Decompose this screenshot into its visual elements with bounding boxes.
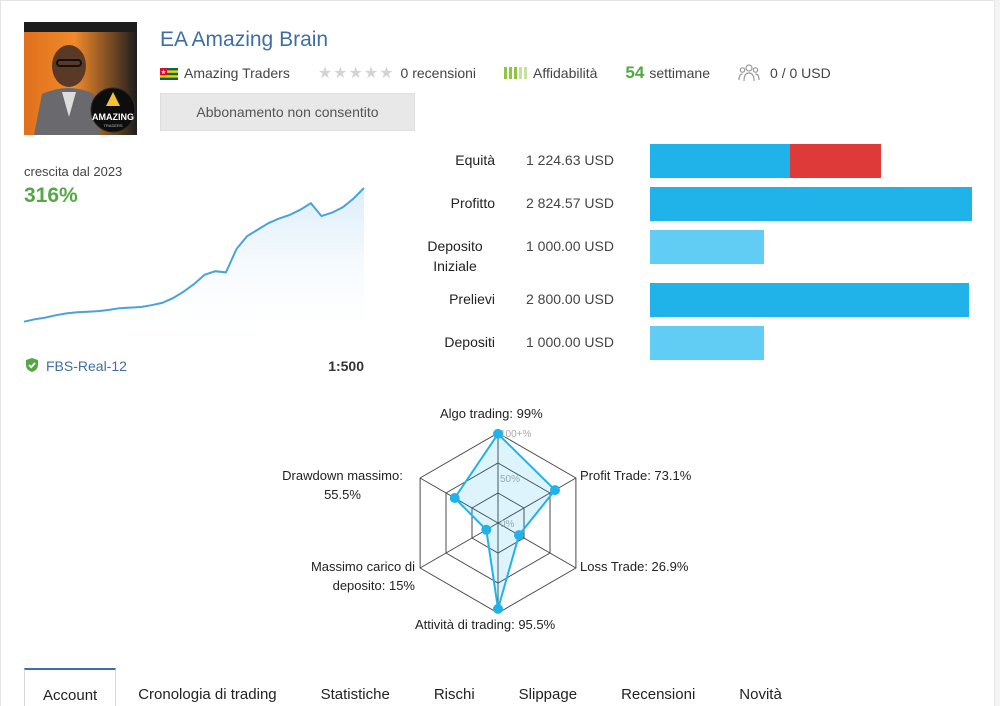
equity-bar	[650, 144, 790, 178]
equity-value: 1 224.63 USD	[526, 152, 614, 168]
star-icon: ★	[317, 65, 333, 82]
tab-statistics[interactable]: Statistiche	[320, 685, 390, 703]
radar-scale-label: 0%	[500, 519, 515, 530]
weeks-label: settimane	[649, 65, 711, 81]
tab-news[interactable]: Novità	[739, 685, 782, 703]
scrollbar[interactable]	[994, 0, 1000, 706]
radar-grid-axis	[497, 522, 577, 569]
account-row: FBS-Real-12 1:500	[24, 356, 364, 376]
deposits-label: Depositi	[444, 334, 495, 350]
subscribers-value: 0 / 0 USD	[770, 65, 831, 81]
radar-point	[449, 493, 460, 503]
subscribe-disabled-button[interactable]: Abbonamento non consentito	[160, 93, 415, 131]
tab-reviews[interactable]: Recensioni	[621, 685, 696, 703]
tab-slippage[interactable]: Slippage	[518, 685, 578, 703]
radar-label-max-drawdown-line2: 55.5%	[324, 487, 361, 502]
initial-deposit-value: 1 000.00 USD	[526, 238, 614, 254]
radar-point	[550, 485, 560, 496]
rating-stars[interactable]: ★ ★ ★ ★ ★	[318, 63, 395, 83]
growth-line	[23, 187, 365, 323]
signal-avatar[interactable]: AMAZING TRADERS	[24, 22, 137, 135]
radar-label-loss-trade: Loss Trade: 26.9%	[580, 559, 689, 574]
tab-account[interactable]: Account	[24, 668, 117, 706]
equity-loss-bar	[790, 144, 881, 178]
author-link[interactable]: Amazing Traders	[184, 65, 290, 81]
profit-bar	[650, 187, 972, 221]
tab-trading-history[interactable]: Cronologia di trading	[138, 685, 277, 703]
broker-server-link[interactable]: FBS-Real-12	[46, 358, 127, 374]
radar-label-trading-activity: Attività di trading: 95.5%	[415, 617, 556, 632]
profit-value: 2 824.57 USD	[526, 195, 614, 211]
radar-label-profit-trade: Profit Trade: 73.1%	[580, 468, 692, 483]
avatar-logo-text: AMAZING	[92, 112, 134, 122]
initial-deposit-bar	[650, 230, 764, 264]
radar-label-algo-trading: Algo trading: 99%	[440, 406, 543, 421]
withdrawals-bar	[650, 283, 969, 317]
initial-deposit-label-text: Deposito Iniziale	[427, 238, 483, 274]
radar-label-max-deposit-load-line1: Massimo carico di	[310, 559, 415, 574]
radar-value-area	[453, 432, 557, 610]
verified-shield-icon	[24, 357, 40, 376]
weeks-value: 54	[625, 63, 645, 82]
star-icon: ★	[363, 65, 379, 82]
signal-title[interactable]: EA Amazing Brain	[160, 28, 329, 51]
reliability-label: Affidabilità	[533, 65, 598, 81]
subscribers-icon	[738, 63, 760, 83]
avatar-logo-subtext: TRADERS	[103, 123, 122, 128]
radar-chart[interactable]: 100+% 50% 0%	[400, 420, 600, 614]
radar-point	[493, 428, 503, 439]
tab-risks[interactable]: Rischi	[433, 685, 475, 703]
radar-grid-axis	[497, 477, 577, 524]
radar-scale-label: 100+%	[500, 429, 532, 440]
withdrawals-label: Prelievi	[449, 291, 495, 307]
withdrawals-value: 2 800.00 USD	[526, 291, 614, 307]
togo-flag-icon	[160, 67, 178, 80]
growth-label: crescita dal 2023	[24, 164, 123, 179]
initial-deposit-label: Deposito Iniziale	[360, 236, 495, 276]
signal-meta-row: Amazing Traders ★ ★ ★ ★ ★ 0 recensioni A…	[160, 62, 831, 84]
growth-chart[interactable]	[20, 180, 370, 330]
radar-label-max-drawdown-line1: Drawdown massimo:	[282, 468, 403, 483]
growth-value: 316%	[24, 184, 78, 207]
radar-label-max-deposit-load-line2: deposito: 15%	[332, 578, 415, 593]
star-icon: ★	[379, 65, 394, 82]
radar-point	[493, 603, 503, 614]
star-icon: ★	[348, 65, 363, 82]
radar-point	[514, 530, 524, 541]
radar-point	[481, 524, 492, 535]
avatar-image: AMAZING TRADERS	[24, 22, 137, 135]
deposits-bar	[650, 326, 764, 360]
radar-label-max-drawdown: Drawdown massimo: 55.5%	[270, 466, 415, 504]
equity-label: Equità	[455, 152, 495, 168]
radar-label-max-deposit-load: Massimo carico di deposito: 15%	[290, 557, 415, 595]
profit-label: Profitto	[450, 195, 495, 211]
reviews-count[interactable]: 0 recensioni	[400, 65, 477, 81]
signal-tabs: Account Cronologia di trading Statistich…	[24, 668, 1000, 706]
growth-area	[24, 188, 364, 330]
star-icon: ★	[333, 65, 348, 82]
reliability-bars-icon	[504, 67, 528, 79]
leverage-value: 1:500	[328, 358, 364, 374]
deposits-value: 1 000.00 USD	[526, 334, 614, 350]
radar-scale-label: 50%	[500, 474, 520, 485]
